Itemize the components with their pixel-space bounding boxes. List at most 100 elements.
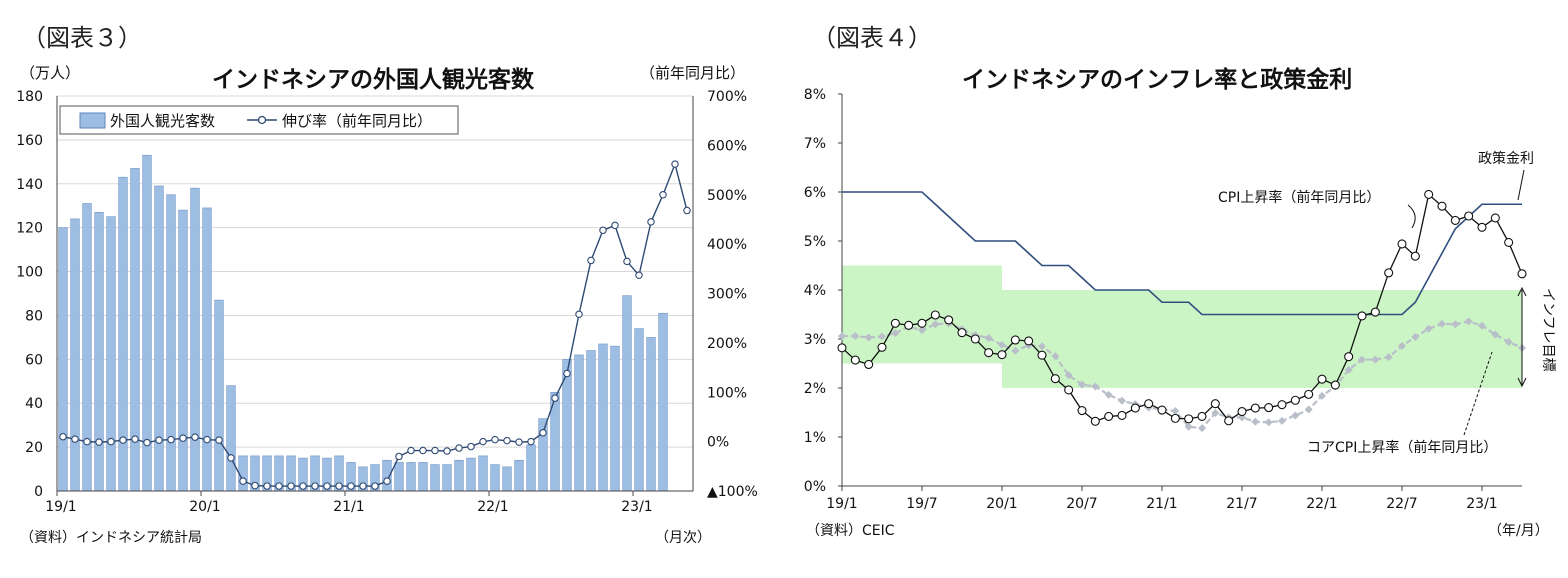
- cpi-point: [944, 315, 954, 325]
- inflation-target-band: [842, 265, 1002, 364]
- bar-arrivals: [70, 218, 80, 492]
- growth-point: [71, 435, 79, 443]
- core-cpi-point: [1464, 317, 1473, 326]
- growth-point: [671, 160, 679, 168]
- core-cpi-point: [1424, 324, 1433, 333]
- bar-arrivals: [478, 455, 488, 492]
- figure3-x-unit: （月次）: [655, 530, 711, 546]
- bar-arrivals: [646, 337, 656, 492]
- cpi-point: [1450, 215, 1460, 225]
- growth-point: [395, 452, 403, 461]
- x-tick-label: 21/7: [1226, 496, 1257, 512]
- legend-bar-swatch: [79, 112, 106, 129]
- growth-point: [59, 432, 67, 441]
- y-tick-label: 180: [16, 89, 43, 105]
- core-cpi-point: [1051, 352, 1060, 361]
- growth-point: [239, 477, 247, 485]
- core-cpi-point: [1078, 380, 1086, 389]
- growth-point: [383, 477, 391, 485]
- cpi-point: [1184, 414, 1194, 424]
- cpi-annotation: CPI上昇率（前年同月比）: [1218, 189, 1380, 206]
- growth-point: [311, 482, 319, 490]
- cpi-point: [1037, 350, 1047, 360]
- cpi-point: [957, 328, 967, 338]
- growth-point: [179, 434, 187, 442]
- bar-arrivals: [622, 295, 632, 492]
- y2-tick-label: ▲100%: [707, 484, 758, 500]
- growth-point: [551, 394, 559, 402]
- policy-rate-annotation: 政策金利: [1478, 150, 1534, 167]
- bar-arrivals: [430, 464, 440, 492]
- growth-point: [587, 256, 595, 265]
- core-cpi-point: [1104, 390, 1113, 399]
- cpi-arrow: [1407, 204, 1416, 229]
- core-cpi-point: [1318, 391, 1326, 400]
- growth-point: [467, 442, 475, 451]
- y-tick-label: 8%: [804, 87, 826, 103]
- bar-arrivals: [82, 203, 92, 492]
- y-tick-label: 5%: [804, 234, 826, 250]
- y-tick-label: 3%: [804, 332, 826, 348]
- growth-point: [299, 482, 307, 490]
- bar-arrivals: [94, 212, 104, 492]
- bar-arrivals: [658, 312, 668, 492]
- cpi-point: [1104, 411, 1114, 421]
- figure3-source: （資料）インドネシア統計局: [20, 530, 202, 546]
- cpi-point: [1384, 268, 1394, 278]
- y-tick-label: 100: [16, 265, 43, 281]
- y-tick-label: 120: [16, 221, 43, 237]
- x-tick-label: 22/1: [1306, 496, 1337, 512]
- y-tick-label: 40: [25, 396, 43, 412]
- bar-arrivals: [454, 459, 464, 492]
- y2-tick-label: 400%: [707, 237, 747, 253]
- growth-point: [335, 482, 343, 490]
- x-tick-label: 22/7: [1386, 496, 1417, 512]
- cpi-point: [1130, 403, 1140, 413]
- y-tick-label: 140: [16, 177, 43, 193]
- growth-point: [419, 446, 427, 455]
- core-cpi-point: [1264, 418, 1273, 427]
- x-tick-label: 23/1: [1466, 496, 1497, 512]
- bar-arrivals: [166, 194, 176, 492]
- core-cpi-point: [1171, 407, 1180, 416]
- growth-point: [407, 446, 415, 455]
- y-tick-label: 4%: [804, 283, 826, 299]
- cpi-point: [1370, 307, 1380, 317]
- bar-arrivals: [238, 455, 248, 492]
- cpi-point: [1517, 269, 1527, 279]
- bar-arrivals: [190, 187, 200, 492]
- cpi-point: [1330, 380, 1340, 390]
- y-tick-label: 2%: [804, 381, 826, 397]
- bar-arrivals: [418, 462, 428, 492]
- cpi-point: [1117, 410, 1127, 420]
- growth-point: [287, 482, 295, 490]
- cpi-point: [1010, 335, 1020, 345]
- bar-arrivals: [202, 207, 212, 492]
- cpi-point: [1210, 399, 1220, 409]
- core-cpi-point: [878, 332, 886, 341]
- x-tick-label: 23/1: [621, 499, 652, 515]
- core-cpi-point: [1064, 371, 1073, 380]
- cpi-point: [984, 348, 994, 358]
- growth-point: [575, 310, 583, 318]
- core-cpi-point: [1384, 353, 1393, 362]
- y-tick-label: 7%: [804, 136, 826, 152]
- figure3-right-unit: （前年同月比）: [640, 64, 746, 82]
- cpi-point: [1237, 406, 1247, 417]
- cpi-point: [997, 350, 1007, 360]
- figure4-label: （図表４）: [812, 24, 932, 52]
- bar-arrivals: [214, 299, 224, 492]
- core-cpi-point: [1478, 321, 1486, 330]
- cpi-point: [1144, 399, 1154, 409]
- target-bracket-arrow-bottom: [1517, 377, 1527, 388]
- growth-point: [659, 191, 667, 199]
- cpi-point: [1250, 403, 1260, 413]
- growth-point: [155, 436, 163, 444]
- core-cpi-point: [864, 333, 873, 342]
- growth-point: [527, 437, 535, 446]
- cpi-point: [1477, 222, 1487, 232]
- growth-point: [479, 437, 487, 446]
- core-cpi-point: [1291, 411, 1300, 420]
- bar-arrivals: [586, 350, 596, 492]
- core-cpi-point: [1358, 355, 1366, 364]
